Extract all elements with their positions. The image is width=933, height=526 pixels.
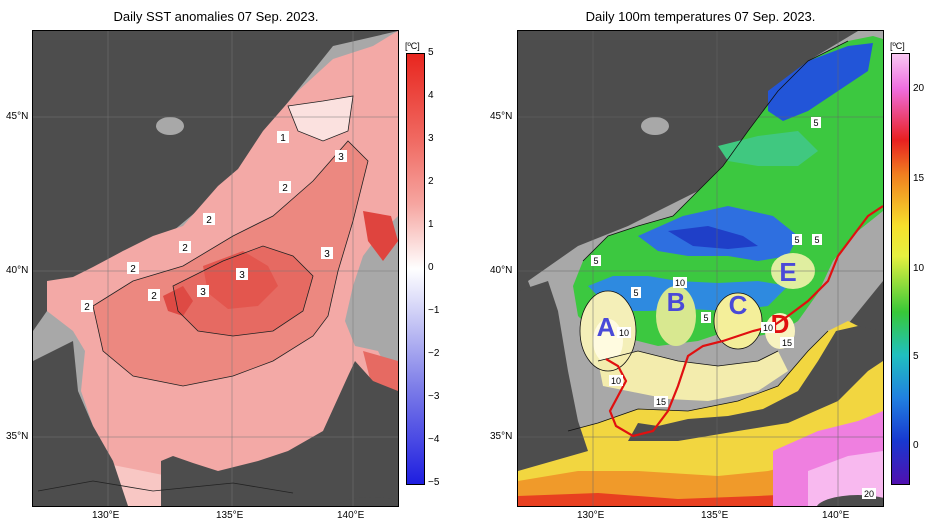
- left-lon-tick-135: 135°E: [216, 510, 244, 521]
- right-colorbar-tick: 0: [913, 440, 919, 451]
- left-contour-label: 2: [282, 183, 288, 194]
- region-label-b: B: [667, 287, 686, 317]
- right-colorbar-tick: 20: [913, 83, 925, 94]
- left-contour-label: 2: [182, 243, 188, 254]
- left-colorbar-tick: 0: [428, 262, 434, 273]
- right-colorbar-tick: 5: [913, 351, 919, 362]
- right-lat-tick-45: 45°N: [490, 111, 513, 122]
- region-label-a: A: [597, 312, 616, 342]
- left-lon-tick-130: 130°E: [92, 510, 120, 521]
- left-lat-tick-40: 40°N: [6, 265, 29, 276]
- left-contour-label: 2: [206, 215, 212, 226]
- right-lon-tick-135: 135°E: [701, 510, 729, 521]
- right-colorbar: [891, 53, 910, 485]
- left-contour-label: 3: [239, 270, 245, 281]
- left-contour-label: 1: [280, 133, 286, 144]
- thermal-front-line: [605, 205, 883, 438]
- sst-anomaly-map: 1 2 2 2 2 2 2 3 3 3 3 3: [32, 30, 399, 507]
- left-colorbar-tick: 1: [428, 219, 434, 230]
- left-colorbar-tick: 5: [428, 47, 434, 58]
- right-lon-tick-140: 140°E: [822, 510, 850, 521]
- left-colorbar-tick: −4: [428, 434, 440, 445]
- left-panel-title: Daily SST anomalies 07 Sep. 2023.: [113, 9, 319, 24]
- left-colorbar-tick: 4: [428, 90, 434, 101]
- right-contour-label: 10: [675, 278, 685, 288]
- left-colorbar-unit: [ºC]: [405, 41, 420, 51]
- right-colorbar-unit: [ºC]: [890, 41, 905, 51]
- left-lat-tick-35: 35°N: [6, 431, 29, 442]
- right-contour-label: 20: [864, 489, 874, 499]
- right-contour-label: 10: [619, 328, 629, 338]
- left-contour-label: 2: [130, 264, 136, 275]
- right-contour-label: 5: [813, 118, 818, 128]
- region-label-e: E: [779, 257, 796, 287]
- right-contour-label: 5: [593, 256, 598, 266]
- right-colorbar-tick: 15: [913, 173, 925, 184]
- right-panel-title: Daily 100m temperatures 07 Sep. 2023.: [585, 9, 816, 24]
- left-colorbar-tick: −5: [428, 477, 440, 488]
- right-contour-label: 5: [633, 288, 638, 298]
- left-colorbar-tick: −1: [428, 305, 440, 316]
- left-contour-label: 3: [324, 249, 330, 260]
- left-colorbar: [406, 53, 425, 485]
- left-colorbar-tick: −3: [428, 391, 440, 402]
- right-contour-label: 10: [611, 376, 621, 386]
- temp-100m-map: A B C D E 5 5 5 5 5 5 10 10 10 10 15 15 …: [517, 30, 884, 507]
- left-contour-label: 2: [84, 302, 90, 313]
- left-contour-label: 3: [200, 287, 206, 298]
- right-contour-label: 5: [794, 235, 799, 245]
- right-lon-tick-130: 130°E: [577, 510, 605, 521]
- right-lat-tick-35: 35°N: [490, 431, 513, 442]
- left-lon-tick-140: 140°E: [337, 510, 365, 521]
- right-contour-label: 5: [703, 313, 708, 323]
- right-colorbar-tick: 10: [913, 263, 925, 274]
- right-contour-label: 15: [782, 338, 792, 348]
- left-colorbar-tick: 3: [428, 133, 434, 144]
- region-label-c: C: [729, 290, 748, 320]
- left-colorbar-tick: 2: [428, 176, 434, 187]
- left-contour-label: 3: [338, 152, 344, 163]
- left-lat-tick-45: 45°N: [6, 111, 29, 122]
- temp-100m-map-svg: A B C D E 5 5 5 5 5 5 10 10 10 10 15 15 …: [518, 31, 883, 506]
- right-contour-label: 15: [656, 397, 666, 407]
- left-colorbar-tick: −2: [428, 348, 440, 359]
- region-label-d: D: [771, 309, 790, 339]
- right-contour-label: 5: [814, 235, 819, 245]
- right-contour-label: 10: [763, 323, 773, 333]
- left-contour-label: 2: [151, 291, 157, 302]
- right-lat-tick-40: 40°N: [490, 265, 513, 276]
- sst-anomaly-map-svg: 1 2 2 2 2 2 2 3 3 3 3 3: [33, 31, 398, 506]
